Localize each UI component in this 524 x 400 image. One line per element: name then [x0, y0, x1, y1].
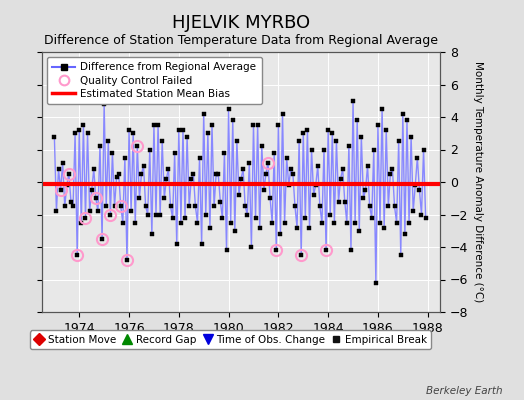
Text: HJELVIK MYRBO: HJELVIK MYRBO — [172, 14, 310, 32]
Text: Difference of Station Temperature Data from Regional Average: Difference of Station Temperature Data f… — [44, 34, 438, 47]
Legend: Station Move, Record Gap, Time of Obs. Change, Empirical Break: Station Move, Record Gap, Time of Obs. C… — [30, 330, 431, 349]
Legend: Difference from Regional Average, Quality Control Failed, Estimated Station Mean: Difference from Regional Average, Qualit… — [47, 57, 261, 104]
Text: Berkeley Earth: Berkeley Earth — [427, 386, 503, 396]
Y-axis label: Monthly Temperature Anomaly Difference (°C): Monthly Temperature Anomaly Difference (… — [473, 61, 483, 303]
